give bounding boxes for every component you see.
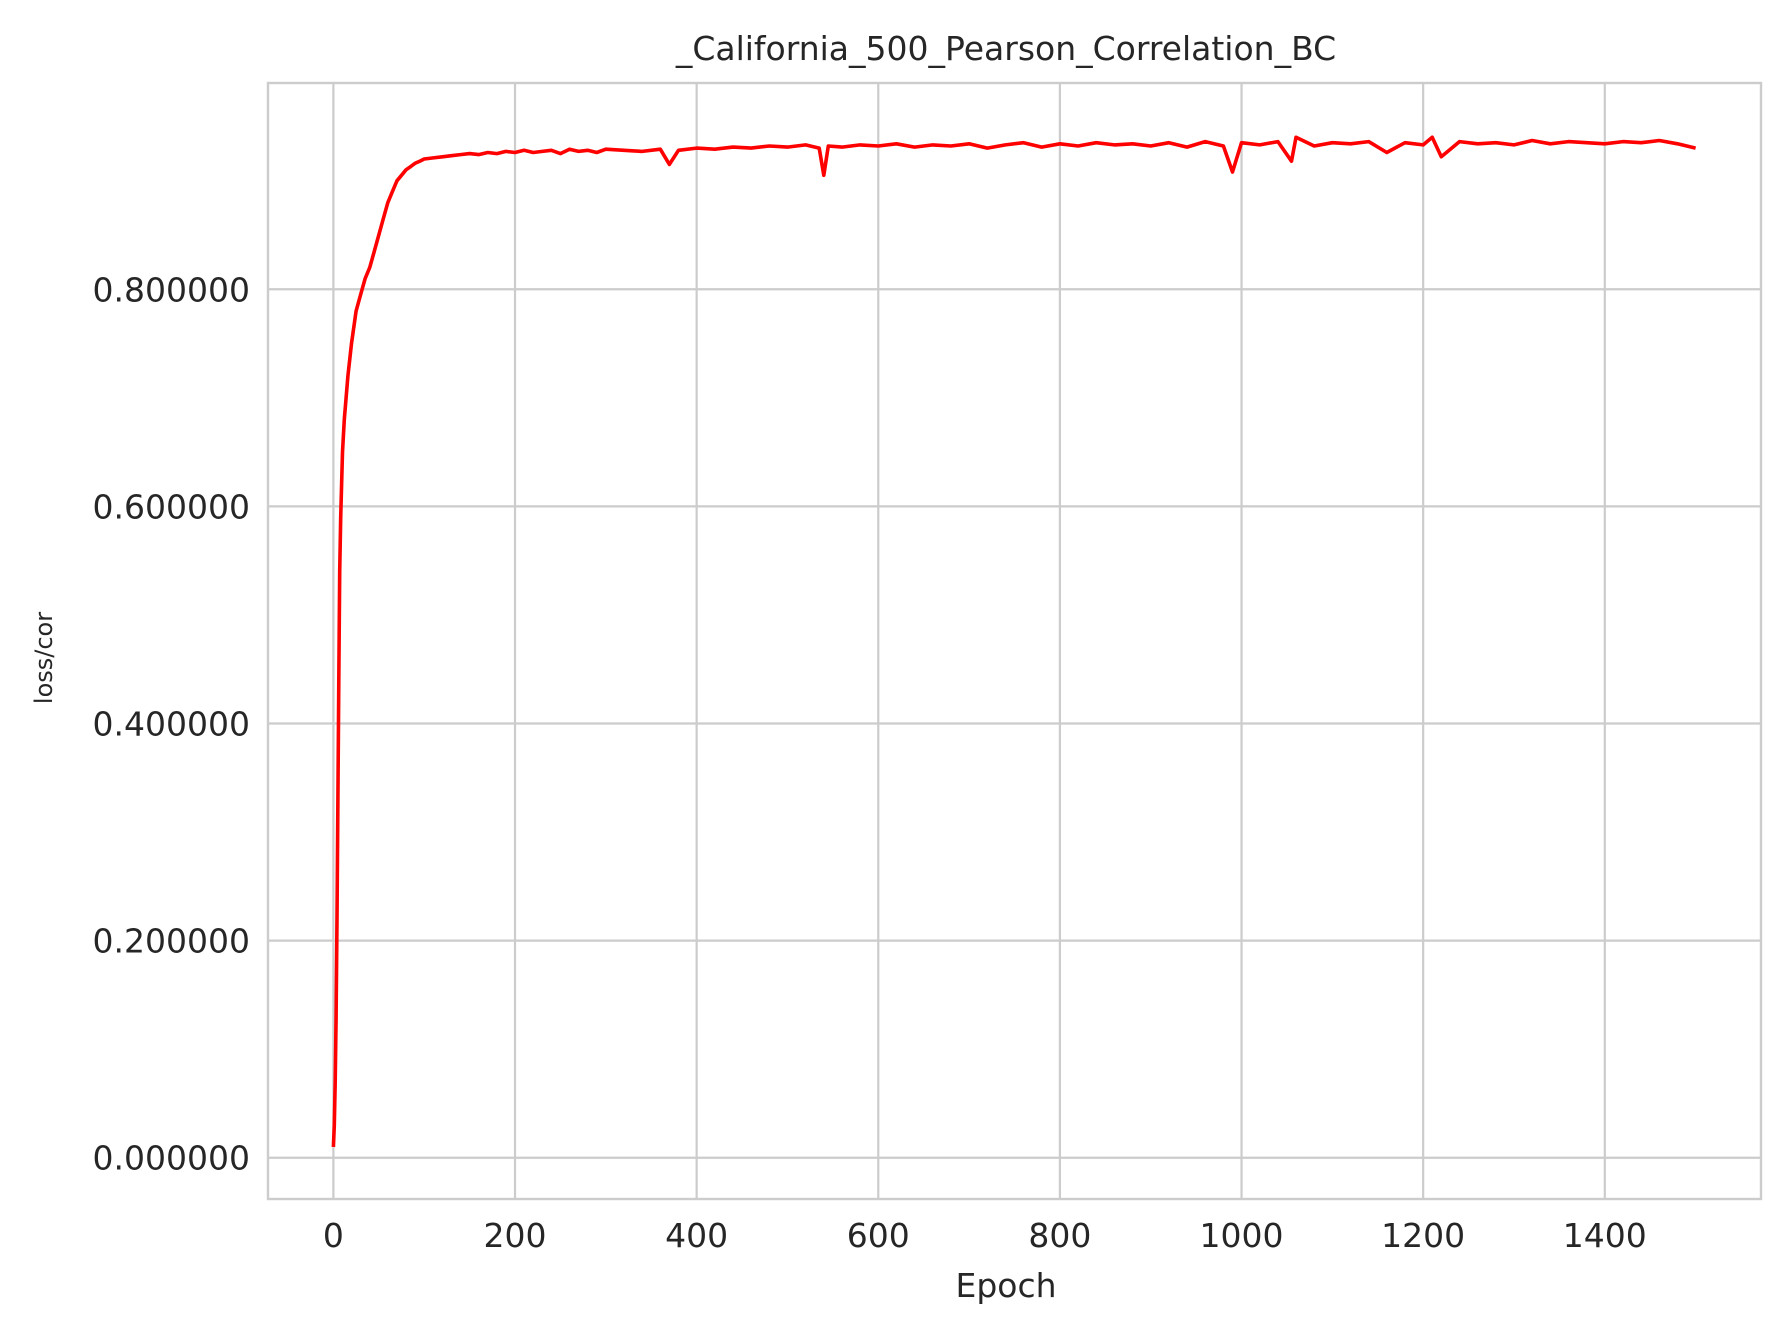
y-tick-labels: 0.000000 0.200000 0.400000 0.600000 0.800000: [93, 270, 250, 1177]
y-gridlines: [268, 288, 1761, 1159]
y-tick-label: 0.800000: [93, 270, 250, 309]
y-tick-label: 0.400000: [93, 705, 250, 744]
x-tick-labels: 0 200 400 600 800 1000 1200 1400: [323, 1216, 1647, 1255]
chart-title: _California_500_Pearson_Correlation_BC: [675, 29, 1336, 68]
y-axis-label: loss/cor: [30, 612, 58, 704]
y-tick-label: 0.000000: [93, 1139, 250, 1178]
x-tick-label: 400: [665, 1216, 728, 1255]
series-line: [331, 135, 1697, 1147]
x-tick-label: 1000: [1200, 1216, 1284, 1255]
x-tick-label: 600: [847, 1216, 910, 1255]
series-layer: [331, 135, 1697, 1147]
x-tick-label: 0: [323, 1216, 344, 1255]
x-tick-label: 800: [1028, 1216, 1091, 1255]
x-axis-label: Epoch: [955, 1266, 1056, 1305]
x-gridlines: [332, 83, 1606, 1199]
y-tick-label: 0.200000: [93, 922, 250, 961]
x-tick-label: 1200: [1381, 1216, 1465, 1255]
y-tick-label: 0.600000: [93, 487, 250, 526]
x-tick-label: 1400: [1563, 1216, 1647, 1255]
x-tick-label: 200: [484, 1216, 547, 1255]
plot-frame: [266, 81, 1763, 1201]
